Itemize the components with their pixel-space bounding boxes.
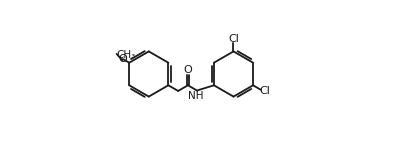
Text: NH: NH (188, 91, 203, 101)
Text: O: O (183, 65, 192, 75)
Text: Cl: Cl (260, 86, 271, 96)
Text: CH₃: CH₃ (116, 50, 135, 60)
Text: Cl: Cl (228, 33, 239, 44)
Text: O: O (118, 54, 127, 64)
